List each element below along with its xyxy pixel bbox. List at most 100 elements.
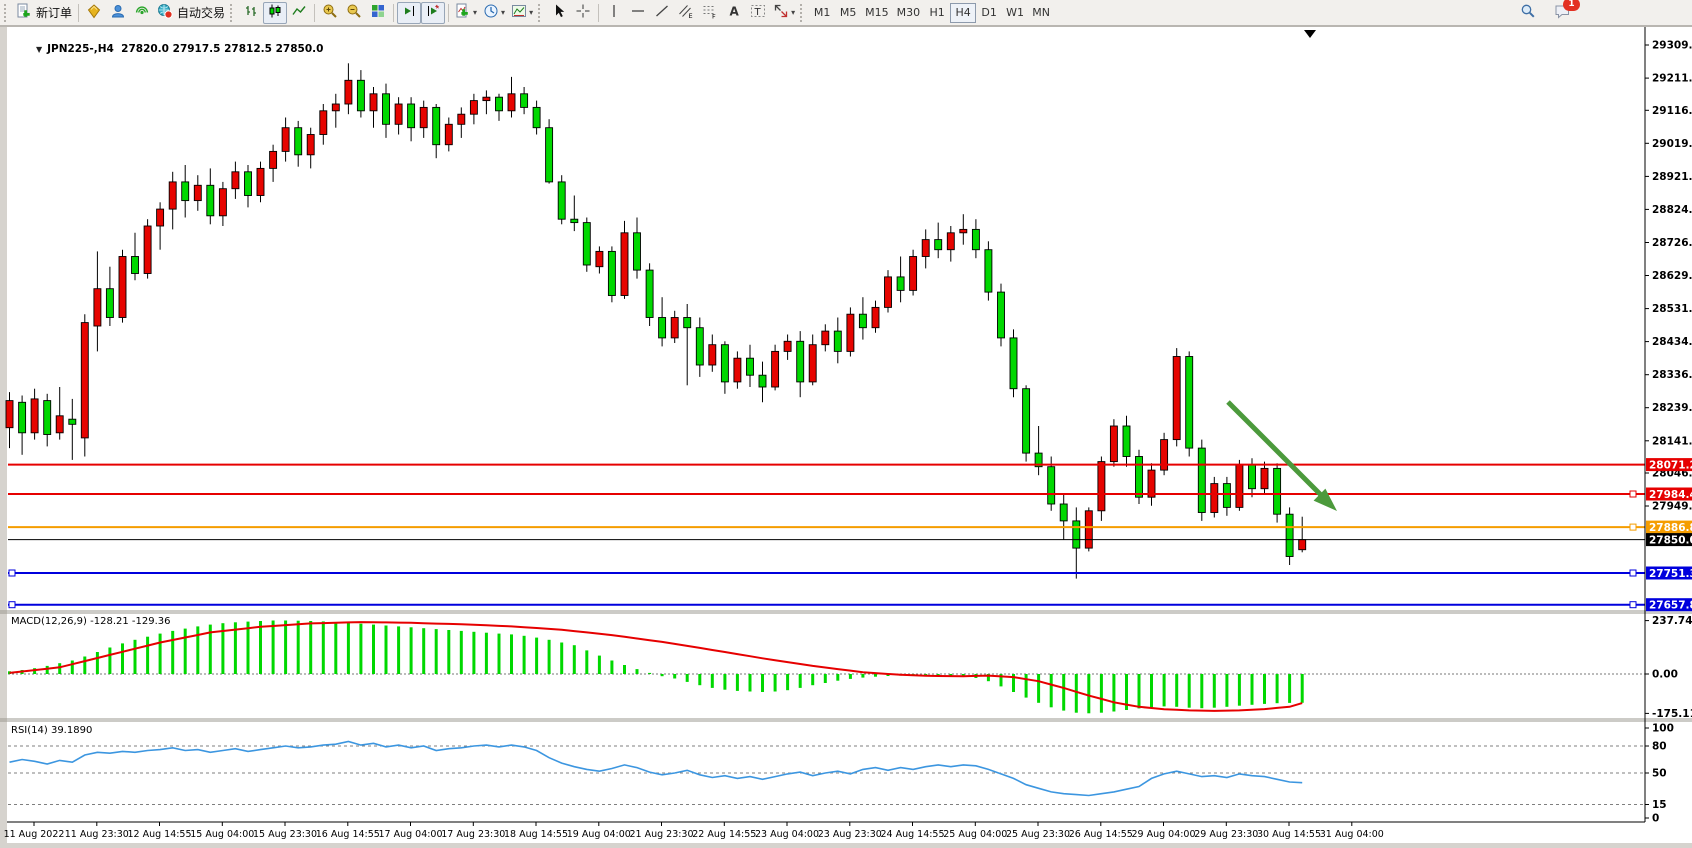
cloud-user-icon [110, 3, 126, 23]
candle-body [683, 317, 692, 329]
line-handle[interactable] [8, 569, 16, 577]
tile-windows-button[interactable] [366, 2, 390, 24]
candle-body [633, 232, 641, 271]
macd-histogram-bar [171, 630, 175, 674]
trendline-tool-button[interactable] [650, 2, 674, 24]
chart-title-text: JPN225-,H4 27820.0 27917.5 27812.5 27850… [47, 43, 324, 55]
label-tool-button[interactable]: T [746, 2, 770, 24]
macd-histogram-bar [1275, 674, 1279, 704]
signals-button[interactable] [130, 2, 154, 24]
candle-body [858, 313, 867, 329]
auto-scroll-button[interactable] [397, 1, 422, 24]
hline-27984.4[interactable] [8, 490, 1645, 498]
line-handle[interactable] [1629, 601, 1637, 609]
macd-histogram-bar [70, 660, 74, 674]
zoom-out-button[interactable] [342, 2, 366, 24]
timeframe-button-m15[interactable]: M15 [865, 6, 889, 19]
timeframe-button-m30[interactable]: M30 [896, 6, 921, 19]
hline-27886.8[interactable] [8, 523, 1645, 531]
arrow-annotation[interactable] [1226, 400, 1337, 511]
chart-canvas[interactable]: 29309.0 29211.5 29116.5 29019.0 28921.5 28824… [0, 26, 1692, 848]
timeframe-button-m1[interactable]: M1 [813, 6, 831, 19]
toolbar-grip[interactable] [4, 3, 11, 22]
macd-histogram-bar [936, 674, 940, 676]
line-handle[interactable] [1629, 523, 1637, 531]
indicators-button[interactable]: ▾ [452, 2, 480, 24]
svg-text:E: E [689, 12, 693, 19]
toolbar-grip[interactable] [230, 3, 237, 22]
autotrade-button[interactable]: 自动交易 [154, 2, 228, 24]
svg-text:27886.8: 27886.8 [1649, 522, 1692, 534]
chart-menu-arrow-icon[interactable]: ▼ [35, 45, 43, 54]
timeframe-button-h1[interactable]: H1 [929, 6, 945, 19]
candle-body [43, 400, 52, 435]
macd-histogram-bar [146, 636, 150, 674]
templates-button[interactable]: ▾ [508, 2, 536, 24]
date-label: 22 Aug 14:55 [692, 829, 756, 840]
candle-body [168, 181, 177, 210]
vertical-line-tool-button[interactable] [602, 2, 626, 24]
tile-windows-icon [370, 3, 386, 23]
channel-tool-button[interactable]: E [674, 2, 698, 24]
candle-body [833, 330, 842, 352]
candle-body [545, 127, 554, 183]
dropdown-caret-icon: ▾ [501, 8, 506, 17]
line-handle[interactable] [8, 601, 16, 609]
macd-axis-labels: 237.74 0.00 -175.11 [1645, 615, 1692, 720]
toolbar-grip[interactable] [538, 3, 545, 22]
candle-body [808, 344, 817, 383]
candle-body [331, 103, 340, 112]
candle-body [909, 256, 918, 291]
bar-chart-button[interactable] [239, 2, 263, 24]
shift-marker-icon[interactable] [1304, 30, 1316, 38]
toolbar-grip[interactable] [800, 3, 807, 22]
timeframe-button-mn[interactable]: MN [1032, 6, 1050, 19]
macd-histogram-bar [1237, 674, 1241, 706]
line-chart-button[interactable] [287, 2, 311, 24]
timeframe-button-h4[interactable]: H4 [950, 2, 977, 23]
new-order-button[interactable]: 新订单 [13, 2, 75, 24]
macd-histogram-bar [321, 621, 325, 674]
chart-shift-button[interactable] [421, 1, 446, 24]
macd-histogram-bar [1250, 674, 1254, 705]
macd-histogram-bar [685, 674, 689, 682]
date-label: 30 Aug 14:55 [1257, 829, 1321, 840]
candle-body [105, 288, 114, 318]
timeframe-button-d1[interactable]: D1 [981, 6, 997, 19]
hline-27657.8[interactable] [8, 601, 1645, 609]
periods-button[interactable]: ▾ [480, 2, 508, 24]
candle-body [1084, 510, 1093, 549]
arrows-tool-button[interactable]: ▾ [770, 2, 798, 24]
price-badge-27657.8: 27657.8 [1646, 598, 1692, 612]
panel-separator[interactable] [0, 718, 1692, 722]
hline-27751.3[interactable] [8, 569, 1645, 577]
candle-body [971, 228, 980, 251]
search-button[interactable] [1516, 2, 1540, 24]
rsi-line [9, 740, 1303, 797]
candle-body [507, 93, 516, 112]
fibonacci-tool-button[interactable]: F [698, 2, 722, 24]
gem-button[interactable] [82, 2, 106, 24]
macd-histogram-bar [296, 620, 300, 674]
rsi-indicator-label: RSI(14) 39.1890 [11, 725, 93, 736]
zoom-in-button[interactable] [318, 2, 342, 24]
timeframe-button-w1[interactable]: W1 [1006, 6, 1025, 19]
auto-scroll-icon [401, 3, 417, 23]
date-label: 15 Aug 23:30 [253, 829, 317, 840]
candle-body [783, 340, 792, 352]
candlestick-chart-button[interactable] [263, 1, 288, 24]
notifications-button[interactable]: 1 [1550, 0, 1580, 24]
timeframe-button-m5[interactable]: M5 [839, 6, 857, 19]
community-button[interactable] [106, 2, 130, 24]
cursor-button[interactable] [547, 2, 571, 24]
horizontal-line-tool-button[interactable] [626, 2, 650, 24]
text-tool-button[interactable]: A [722, 2, 746, 24]
macd-histogram-bar [522, 635, 526, 674]
candle-body [821, 330, 830, 346]
macd-histogram-bar [459, 630, 463, 674]
line-handle[interactable] [1629, 569, 1637, 577]
line-handle[interactable] [1629, 490, 1637, 498]
panel-separator[interactable] [0, 610, 1692, 614]
crosshair-button[interactable] [571, 2, 595, 24]
macd-histogram-bar [1200, 674, 1204, 709]
